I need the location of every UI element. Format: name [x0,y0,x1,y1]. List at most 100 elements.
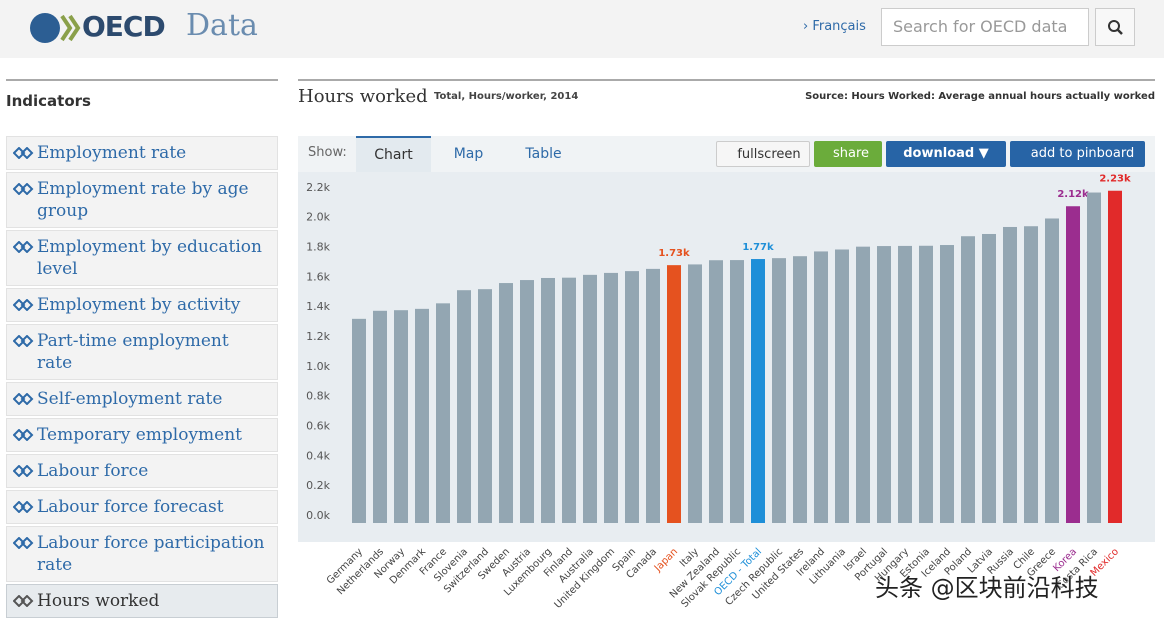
icon [13,183,34,195]
bar [583,274,597,523]
bar [520,280,534,523]
indicator-link[interactable]: Temporary employment [6,418,278,452]
watermark: 头条 @区块前沿科技 [875,574,1099,602]
bar [877,246,891,523]
icon [13,537,34,549]
indicator-link[interactable]: Employment by activity [6,288,278,322]
share-button[interactable]: share [814,141,882,167]
tab[interactable]: Map [453,146,484,162]
tab[interactable]: Table [525,146,562,162]
bar [730,260,744,523]
bar [1045,218,1059,523]
y-tick-label: 0.4k [306,449,330,462]
show-label: Show: [308,145,347,160]
panel-subtitle: Total, Hours/worker, 2014 [434,91,579,102]
y-tick-label: 2.2k [306,181,330,194]
indicator-link[interactable]: Employment rate by age group [6,172,278,228]
icon [13,595,34,607]
value-label: 2.23k [1099,174,1131,185]
download-button[interactable]: download ▼ [886,141,1006,167]
icon [13,299,34,311]
indicator-label: Self-employment rate [37,389,223,409]
header: OECD Data › Français Search for OECD dat… [0,0,1164,58]
icon [13,241,34,253]
value-label: 1.73k [658,248,690,259]
bar [751,259,765,523]
panel-title: Hours worked [298,86,428,107]
y-tick-label: 0.8k [306,390,330,403]
bar [940,245,954,523]
bar [814,251,828,523]
bar [898,245,912,523]
bar [352,318,366,523]
tab[interactable]: Chart [356,136,431,172]
bar [688,264,702,523]
bar [604,272,618,523]
bar [394,310,408,523]
icon [13,465,34,477]
site-name: Data [186,8,258,43]
search-button[interactable] [1095,8,1135,46]
bar [1024,226,1038,523]
search-input[interactable]: Search for OECD data [881,8,1089,46]
y-tick-label: 1.4k [306,300,330,313]
bar [499,283,513,523]
chart: 0.0k 0.2k 0.4k 0.6k 0.8k 1.0k 1.2k 1.4k 1.6k 1.8k… [298,172,1155,611]
bar [982,233,996,523]
y-tick-label: 0.6k [306,420,330,433]
indicator-link[interactable]: Labour force [6,454,278,488]
language-link[interactable]: › Français [803,19,866,34]
sidebar-title: Indicators [6,92,91,110]
indicator-label: Temporary employment [37,425,243,445]
icon [13,393,34,405]
bar [856,246,870,523]
y-tick-label: 0.0k [306,509,330,522]
bar [457,290,471,523]
indicator-label: Labour force forecast [37,497,224,517]
indicator-link[interactable]: Self-employment rate [6,382,278,416]
y-tick-label: 1.0k [306,360,330,373]
value-label: 2.12k [1057,189,1089,200]
pinboard-button[interactable]: add to pinboard [1010,141,1145,167]
icon [13,335,34,347]
y-tick-label: 2.0k [306,211,330,224]
y-tick-label: 1.6k [306,270,330,283]
sidebar-list: Employment rate Employment rate by age gr… [6,136,278,618]
bar [919,245,933,523]
indicator-label: Hours worked [37,591,160,611]
indicator-label: Labour force participation rate [37,533,265,575]
indicator-label: Labour force [37,461,149,481]
indicator-link[interactable]: Labour force participation rate [6,526,278,582]
y-tick-label: 1.8k [306,241,330,254]
indicator-link[interactable]: Employment by education level [6,230,278,286]
bar [667,265,681,523]
indicator-label: Employment by education level [37,237,262,279]
icon [13,501,34,513]
bar [436,303,450,523]
fullscreen-button[interactable]: fullscreen [716,141,810,167]
divider [6,79,278,81]
bar [835,249,849,523]
bar [562,277,576,523]
bar [1003,226,1017,524]
y-tick-label: 1.2k [306,330,330,343]
indicator-link[interactable]: Part-time employment rate [6,324,278,380]
indicator-label: Employment rate [37,143,187,163]
bar [625,271,639,523]
icon [13,147,34,159]
bar [961,236,975,523]
search-icon [1108,20,1123,35]
indicator-link[interactable]: Employment rate [6,136,278,170]
bar [373,310,387,523]
indicator-link[interactable]: Labour force forecast [6,490,278,524]
divider [298,79,1155,81]
bar [415,308,429,523]
indicator-link[interactable]: Hours worked [6,584,278,618]
value-label: 1.77k [742,242,774,253]
logo[interactable]: OECD [82,10,166,43]
bar [793,256,807,523]
indicator-label: Employment rate by age group [37,179,249,221]
source: Source: Hours Worked: Average annual hou… [805,91,1155,102]
indicator-label: Employment by activity [37,295,241,315]
